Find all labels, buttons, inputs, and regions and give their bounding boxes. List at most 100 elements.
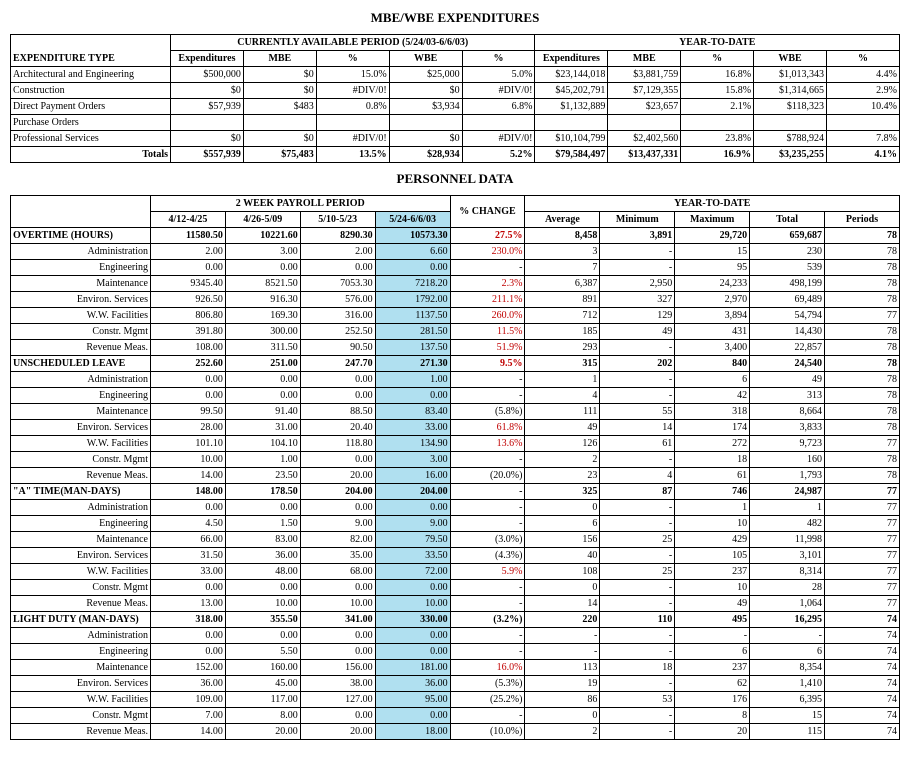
sub-cell: 3,833 — [750, 420, 825, 436]
sub-cell: 9.00 — [300, 516, 375, 532]
sub-cell: 8,354 — [750, 660, 825, 676]
sub-row-label: Constr. Mgmt — [11, 708, 151, 724]
sub-row-label: Revenue Meas. — [11, 724, 151, 740]
totals-cell: 4.1% — [827, 147, 900, 163]
section-cell: 87 — [600, 484, 675, 500]
sub-cell: 3 — [525, 244, 600, 260]
cell: $0 — [389, 131, 462, 147]
sub-cell: 126 — [525, 436, 600, 452]
sub-cell: - — [525, 644, 600, 660]
sub-cell: 0.00 — [151, 644, 226, 660]
cell — [243, 115, 316, 131]
section-cell: 78 — [825, 356, 900, 372]
sub-cell: 712 — [525, 308, 600, 324]
sub-cell: 0.00 — [300, 628, 375, 644]
sub-cell: 0.00 — [151, 580, 226, 596]
section-cell: 251.00 — [225, 356, 300, 372]
sub-cell: 90.50 — [300, 340, 375, 356]
section-cell: 9.5% — [450, 356, 525, 372]
sub-cell: 1 — [675, 500, 750, 516]
sub-cell: 20.00 — [300, 468, 375, 484]
sub-cell: 95.00 — [375, 692, 450, 708]
sub-cell: 0 — [525, 500, 600, 516]
sub-row-label: W.W. Facilities — [11, 308, 151, 324]
cell: 5.0% — [462, 67, 535, 83]
sub-cell: 77 — [825, 308, 900, 324]
sub-cell: 36.00 — [225, 548, 300, 564]
sub-cell: 237 — [675, 660, 750, 676]
sub-cell: 8521.50 — [225, 276, 300, 292]
sub-cell: 6 — [525, 516, 600, 532]
cell: #DIV/0! — [462, 131, 535, 147]
sub-cell: 391.80 — [151, 324, 226, 340]
totals-cell: 5.2% — [462, 147, 535, 163]
sub-cell: 20.00 — [225, 724, 300, 740]
cell: $118,323 — [754, 99, 827, 115]
sub-cell: 49 — [600, 324, 675, 340]
sub-cell: - — [600, 372, 675, 388]
section-cell: 315 — [525, 356, 600, 372]
section-cell: 3,891 — [600, 228, 675, 244]
sub-cell: - — [450, 708, 525, 724]
sub-cell: 8.00 — [225, 708, 300, 724]
col-hdr: 4/26-5/09 — [225, 212, 300, 228]
sub-cell: 926.50 — [151, 292, 226, 308]
sub-cell: 0.00 — [375, 580, 450, 596]
col-hdr: MBE — [243, 51, 316, 67]
sub-cell: - — [600, 388, 675, 404]
sub-cell: 86 — [525, 692, 600, 708]
col-hdr: Total — [750, 212, 825, 228]
cell: $10,104,799 — [535, 131, 608, 147]
sub-cell: 18 — [675, 452, 750, 468]
section-cell: 10573.30 — [375, 228, 450, 244]
sub-cell: 431 — [675, 324, 750, 340]
sub-cell: 14 — [525, 596, 600, 612]
sub-cell: 78 — [825, 452, 900, 468]
section-cell: 247.70 — [300, 356, 375, 372]
sub-cell: 14 — [600, 420, 675, 436]
section-cell: 341.00 — [300, 612, 375, 628]
section-cell: 16,295 — [750, 612, 825, 628]
sub-cell: 77 — [825, 532, 900, 548]
section-cell: 148.00 — [151, 484, 226, 500]
sub-cell: 22,857 — [750, 340, 825, 356]
totals-cell: $3,235,255 — [754, 147, 827, 163]
cell: $0 — [243, 67, 316, 83]
sub-cell: 74 — [825, 692, 900, 708]
sub-cell: - — [450, 628, 525, 644]
cell: 0.8% — [316, 99, 389, 115]
sub-cell: 14.00 — [151, 468, 226, 484]
sub-cell: 55 — [600, 404, 675, 420]
sub-cell: - — [600, 244, 675, 260]
sub-cell: 300.00 — [225, 324, 300, 340]
sub-cell: 99.50 — [151, 404, 226, 420]
sub-cell: 174 — [675, 420, 750, 436]
row-label: Architectural and Engineering — [11, 67, 171, 83]
sub-cell: - — [600, 724, 675, 740]
sub-row-label: Revenue Meas. — [11, 340, 151, 356]
section-cell: 78 — [825, 228, 900, 244]
sub-cell: 169.30 — [225, 308, 300, 324]
sub-cell: 74 — [825, 724, 900, 740]
sub-cell: - — [675, 628, 750, 644]
cell: #DIV/0! — [462, 83, 535, 99]
sub-row-label: Environ. Services — [11, 292, 151, 308]
row-label: Purchase Orders — [11, 115, 171, 131]
section-cell: 252.60 — [151, 356, 226, 372]
sub-cell: 8,664 — [750, 404, 825, 420]
sub-cell: 1.00 — [375, 372, 450, 388]
sub-cell: 78 — [825, 324, 900, 340]
sub-cell: 77 — [825, 596, 900, 612]
sub-row-label: Administration — [11, 500, 151, 516]
sub-cell: 77 — [825, 516, 900, 532]
sub-cell: 2.00 — [300, 244, 375, 260]
sub-cell: 72.00 — [375, 564, 450, 580]
cell: $57,939 — [171, 99, 244, 115]
sub-cell: 16.00 — [375, 468, 450, 484]
sub-cell: 82.00 — [300, 532, 375, 548]
sub-cell: 1 — [525, 372, 600, 388]
sub-cell: 3,101 — [750, 548, 825, 564]
section-cell: 10221.60 — [225, 228, 300, 244]
sub-cell: 68.00 — [300, 564, 375, 580]
sub-row-label: W.W. Facilities — [11, 564, 151, 580]
